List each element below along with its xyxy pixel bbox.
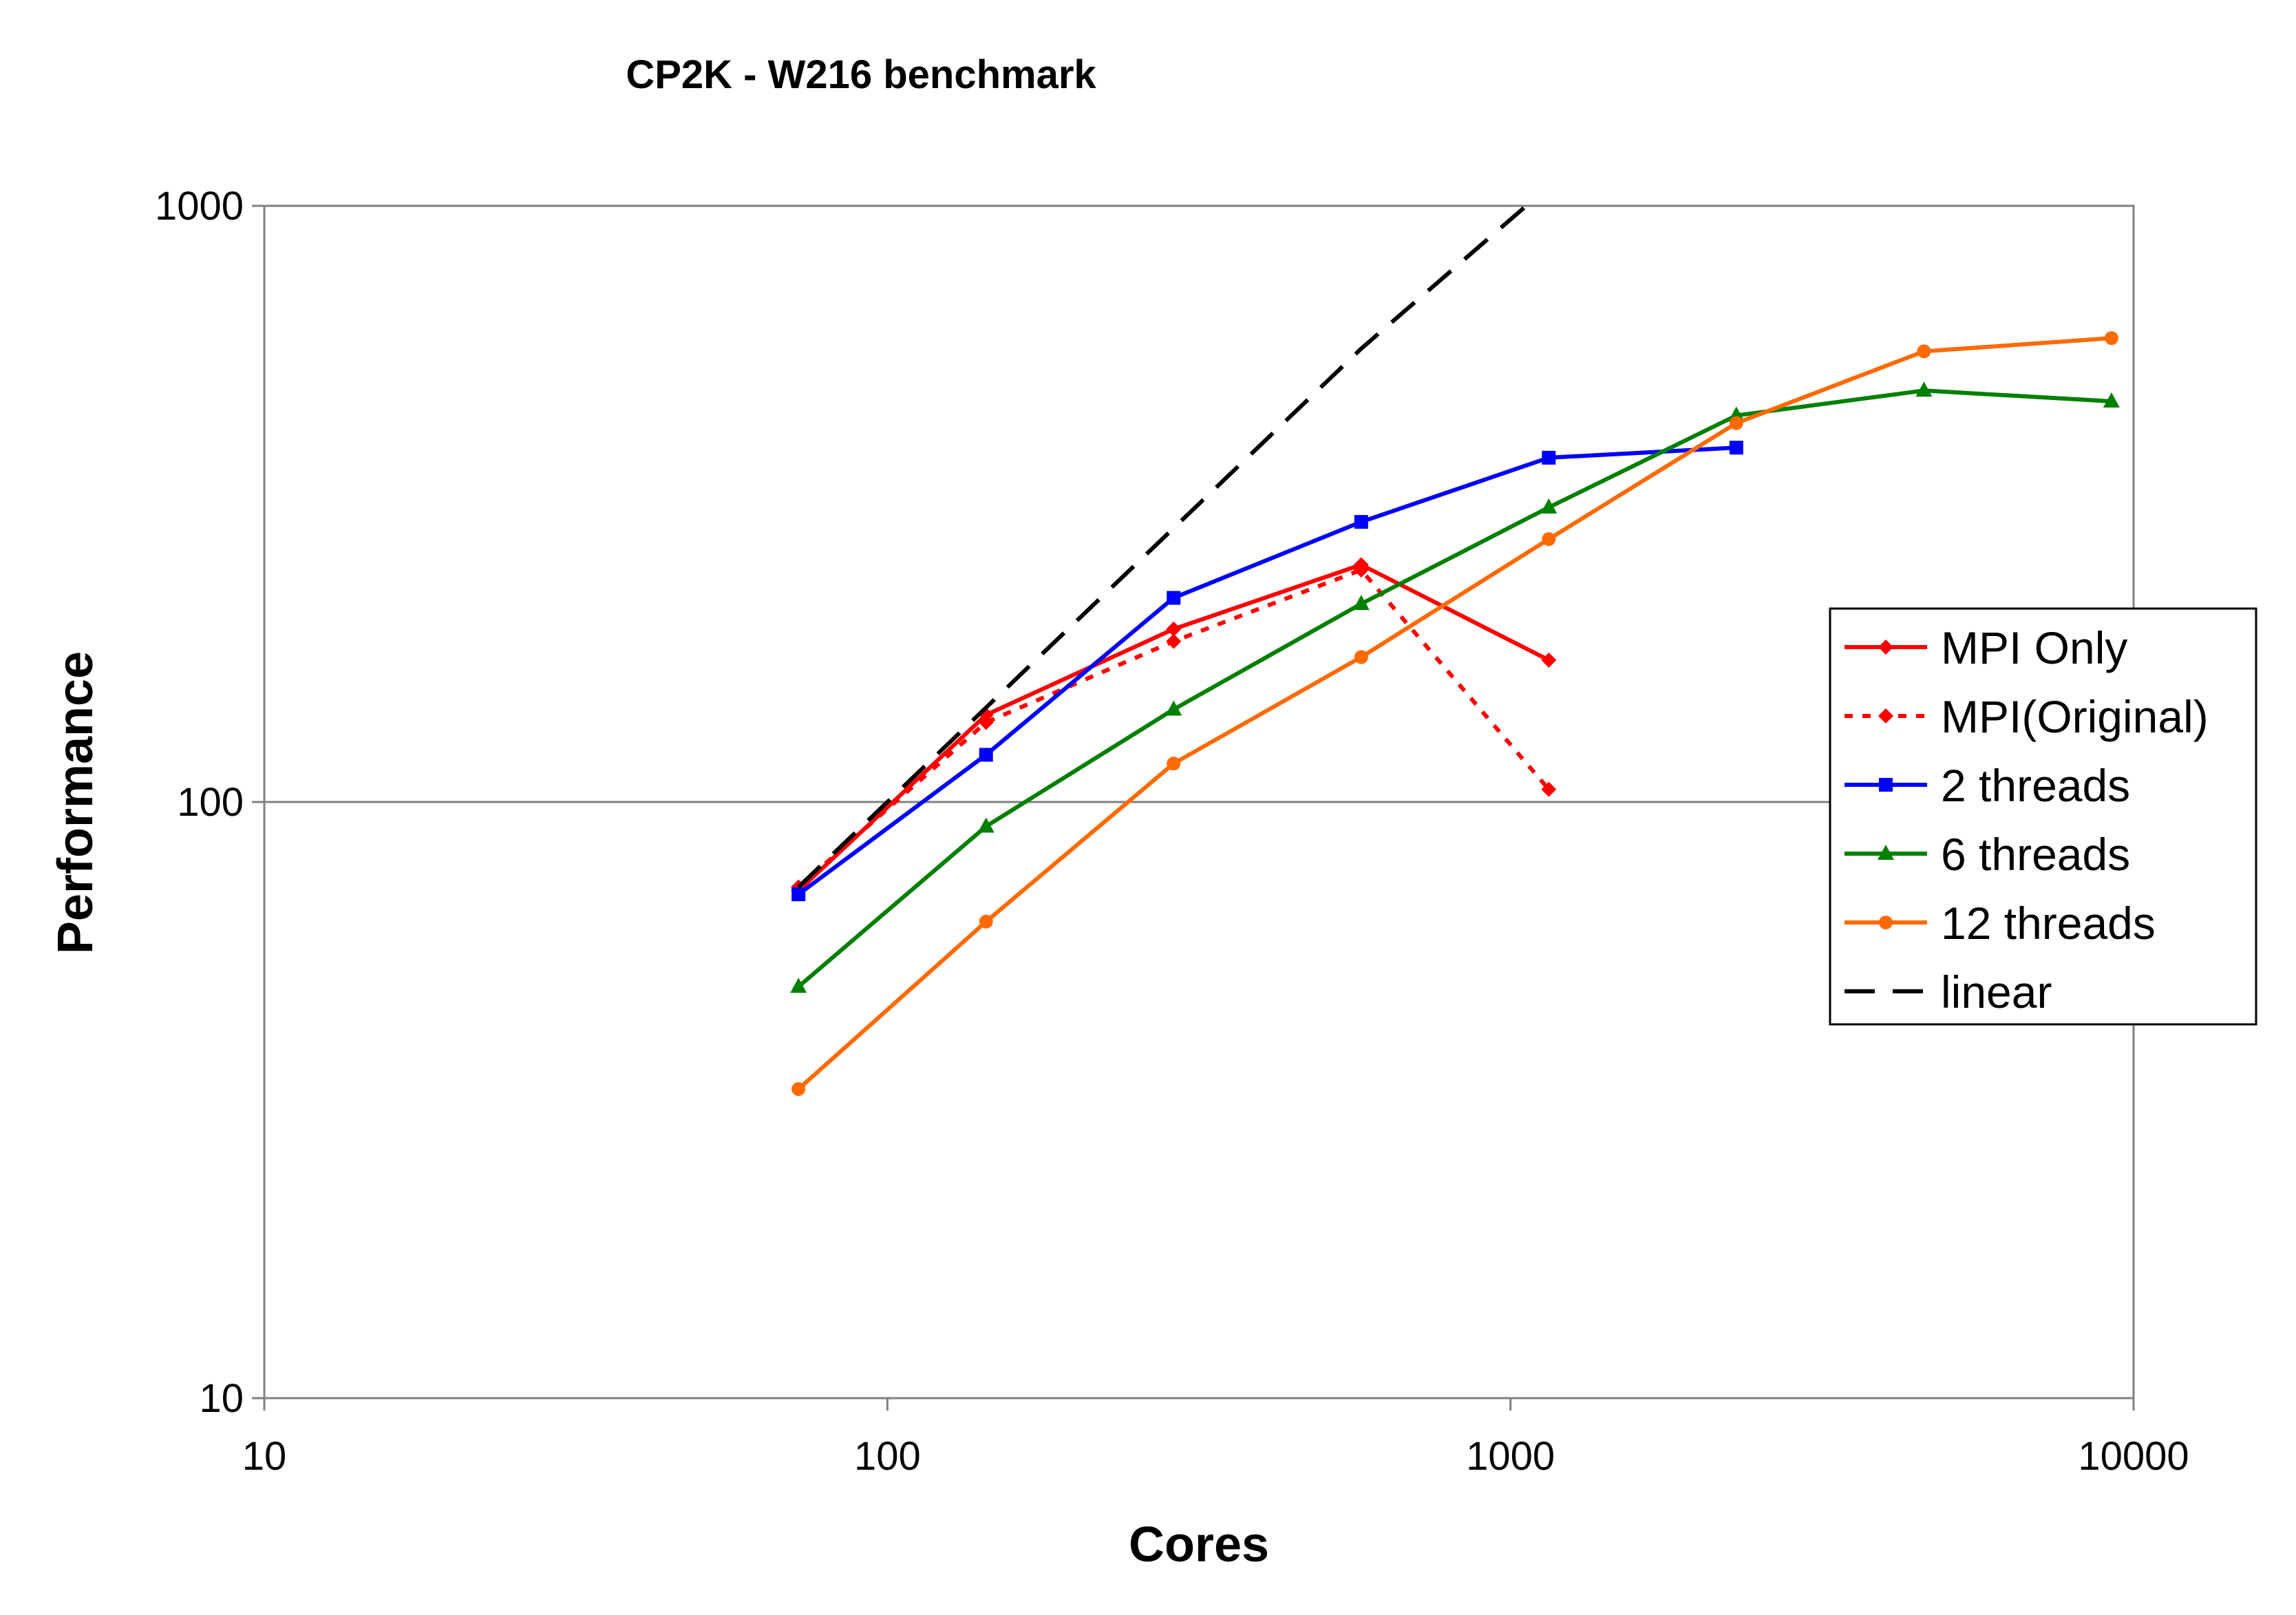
series-linear — [797, 204, 1528, 889]
data-point-mpi-only-2 — [1166, 621, 1182, 637]
legend-label-12-threads: 12 threads — [1941, 898, 2156, 949]
legend-label-mpi-only: MPI Only — [1941, 622, 2127, 673]
y-tick-label-0: 10 — [199, 1376, 244, 1421]
series-2-threads — [791, 441, 1743, 902]
legend-label-linear: linear — [1941, 967, 2052, 1017]
legend-item-12-threads: 12 threads — [1845, 898, 2156, 949]
legend-box — [1829, 607, 2257, 1026]
data-point-6-threads-4 — [1540, 498, 1558, 514]
data-point-2-threads-0 — [791, 887, 806, 902]
series-line-6-threads — [797, 388, 2112, 989]
x-axis-ticks: 10 100 1000 10000 — [242, 1398, 2189, 1479]
data-point-mpi-only-4 — [1541, 652, 1557, 668]
legend-marker-12-threads — [1879, 916, 1893, 929]
legend-label-mpi-original: MPI(Original) — [1941, 691, 2209, 742]
data-point-2-threads-3 — [1354, 515, 1368, 529]
y-axis-label: Performance — [48, 651, 103, 954]
series-line-2-threads — [797, 445, 1736, 896]
data-point-6-threads-0 — [790, 978, 807, 993]
y-tick-label-1: 100 — [177, 780, 244, 825]
x-tick-label-3: 10000 — [2078, 1434, 2189, 1479]
data-point-12-threads-2 — [1167, 757, 1181, 771]
data-point-6-threads-7 — [2103, 392, 2120, 408]
data-point-12-threads-7 — [2104, 331, 2118, 346]
data-point-12-threads-4 — [1542, 532, 1556, 547]
y-axis-ticks: 10 100 1000 — [155, 184, 264, 1421]
series-line-mpi-original — [797, 567, 1551, 889]
data-point-mpi-original-4 — [1541, 781, 1557, 797]
x-axis-label: Cores — [1129, 1517, 1269, 1572]
legend-label-6-threads: 6 threads — [1941, 829, 2130, 880]
series-line-linear — [797, 204, 1528, 889]
legend-marker-2-threads — [1879, 778, 1893, 792]
data-point-2-threads-2 — [1167, 591, 1181, 605]
data-point-6-threads-3 — [1352, 595, 1370, 611]
series-mpi-original — [791, 562, 1557, 895]
data-point-2-threads-1 — [979, 748, 993, 762]
legend-item-2-threads: 2 threads — [1845, 760, 2130, 811]
data-point-mpi-original-3 — [1353, 562, 1369, 578]
data-point-6-threads-6 — [1915, 381, 1933, 397]
data-point-12-threads-3 — [1354, 650, 1368, 664]
legend-marker-mpi-original — [1878, 708, 1893, 724]
series-12-threads — [791, 331, 2118, 1096]
legend-item-6-threads: 6 threads — [1845, 829, 2130, 880]
series-layer — [790, 204, 2120, 1096]
x-tick-label-0: 10 — [242, 1434, 287, 1479]
data-point-6-threads-1 — [977, 817, 995, 833]
series-line-mpi-only — [797, 562, 1550, 892]
data-point-6-threads-2 — [1165, 700, 1182, 716]
data-point-12-threads-1 — [979, 914, 993, 929]
legend: MPI Only MPI(Original) 2 threads 6 threads 1… — [1829, 607, 2257, 1026]
data-point-12-threads-0 — [791, 1081, 806, 1096]
legend-marker-mpi-only — [1878, 640, 1893, 655]
data-point-mpi-original-2 — [1166, 633, 1182, 649]
legend-item-mpi-original: MPI(Original) — [1845, 691, 2209, 742]
legend-label-2-threads: 2 threads — [1941, 760, 2130, 811]
legend-item-mpi-only: MPI Only — [1845, 622, 2127, 673]
series-line-12-threads — [797, 336, 2112, 1091]
data-point-12-threads-5 — [1729, 416, 1743, 430]
legend-item-linear: linear — [1845, 967, 2052, 1017]
x-tick-label-2: 1000 — [1466, 1434, 1555, 1479]
legend-marker-6-threads — [1878, 845, 1894, 860]
data-point-12-threads-6 — [1917, 344, 1931, 359]
chart-title: CP2K - W216 benchmark — [626, 52, 1096, 97]
data-point-2-threads-4 — [1542, 450, 1556, 465]
x-tick-label-1: 100 — [854, 1434, 921, 1479]
data-point-2-threads-5 — [1729, 441, 1743, 455]
data-point-mpi-original-1 — [978, 715, 994, 730]
y-tick-label-2: 1000 — [155, 184, 244, 229]
